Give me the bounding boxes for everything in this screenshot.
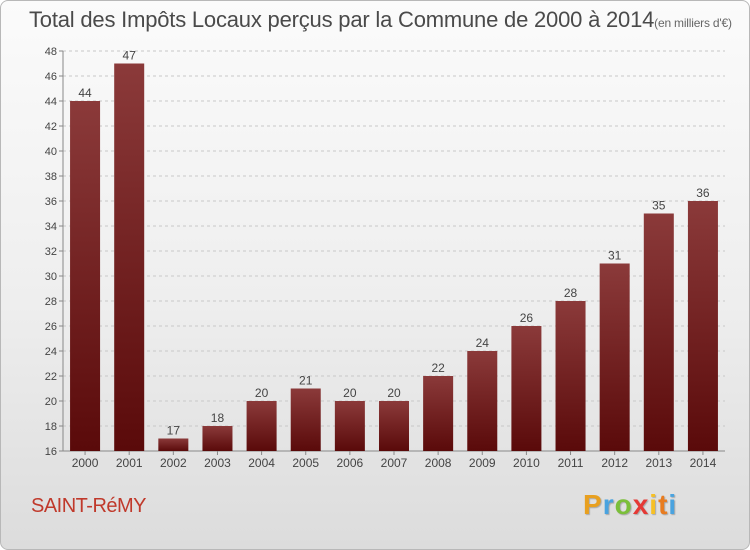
y-tick-label: 30 xyxy=(45,271,57,283)
y-tick-label: 40 xyxy=(45,146,57,158)
x-tick-label: 2005 xyxy=(292,456,319,470)
proxiti-logo: Proxiti xyxy=(583,489,677,521)
data-label: 20 xyxy=(255,386,269,400)
bar xyxy=(687,201,718,451)
x-tick-label: 2010 xyxy=(513,456,540,470)
commune-name: SAINT-RéMY xyxy=(31,495,147,517)
data-label: 35 xyxy=(652,199,666,213)
data-label: 44 xyxy=(78,86,92,100)
data-label: 20 xyxy=(387,386,401,400)
data-label: 28 xyxy=(564,286,578,300)
bar xyxy=(378,401,410,451)
y-tick-label: 18 xyxy=(45,421,57,433)
chart-title-text: Total des Impôts Locaux perçus par la Co… xyxy=(29,7,655,32)
bar xyxy=(599,263,630,451)
y-tick-label: 44 xyxy=(45,96,57,108)
bar xyxy=(643,213,674,451)
logo-letter: o xyxy=(614,489,633,520)
y-tick-label: 28 xyxy=(45,296,57,308)
data-label: 17 xyxy=(167,424,181,438)
bar xyxy=(246,401,277,451)
y-tick-label: 32 xyxy=(45,246,57,258)
y-tick-label: 42 xyxy=(45,121,57,133)
x-tick-label: 2007 xyxy=(381,456,408,470)
bar xyxy=(555,301,586,451)
bar xyxy=(423,376,454,451)
bar xyxy=(202,426,233,451)
bar xyxy=(467,351,498,451)
x-tick-label: 2006 xyxy=(337,456,364,470)
x-tick-label: 2013 xyxy=(645,456,672,470)
data-label: 36 xyxy=(696,186,710,200)
logo-letter: r xyxy=(602,489,615,520)
x-tick-label: 2011 xyxy=(558,456,584,470)
logo-letter: x xyxy=(632,489,650,520)
data-label: 47 xyxy=(123,49,137,63)
data-label: 20 xyxy=(343,386,357,400)
y-tick-label: 20 xyxy=(45,396,57,408)
chart-unit-note: (en milliers d'€) xyxy=(654,16,732,30)
y-tick-label: 26 xyxy=(45,321,57,333)
y-tick-label: 34 xyxy=(45,221,57,233)
y-tick-label: 22 xyxy=(45,371,57,383)
chart-title: Total des Impôts Locaux perçus par la Co… xyxy=(29,7,732,33)
x-tick-label: 2008 xyxy=(425,456,452,470)
bar xyxy=(158,438,189,451)
x-tick-label: 2003 xyxy=(204,456,231,470)
x-tick-label: 2001 xyxy=(116,456,143,470)
x-tick-label: 2012 xyxy=(601,456,628,470)
data-label: 22 xyxy=(431,361,445,375)
y-tick-label: 16 xyxy=(45,446,57,458)
x-tick-label: 2002 xyxy=(160,456,187,470)
y-tick-label: 36 xyxy=(45,196,57,208)
logo-letter: i xyxy=(649,489,659,520)
x-tick-label: 2014 xyxy=(690,456,717,470)
bar xyxy=(290,388,321,451)
x-tick-label: 2000 xyxy=(72,456,99,470)
logo-letter: P xyxy=(583,489,603,520)
logo-letter: t xyxy=(658,489,669,520)
x-tick-label: 2009 xyxy=(469,456,496,470)
logo-letter: i xyxy=(668,489,678,520)
y-tick-label: 46 xyxy=(45,71,57,83)
bar xyxy=(114,63,145,451)
bar xyxy=(70,101,101,451)
x-tick-label: 2004 xyxy=(248,456,275,470)
data-label: 31 xyxy=(608,249,622,263)
data-label: 24 xyxy=(476,336,490,350)
data-label: 18 xyxy=(211,411,225,425)
data-label: 26 xyxy=(520,311,534,325)
data-label: 21 xyxy=(299,374,313,388)
y-tick-label: 38 xyxy=(45,171,57,183)
y-tick-label: 48 xyxy=(45,46,57,58)
y-tick-label: 24 xyxy=(45,346,57,358)
bar xyxy=(334,401,365,451)
bar xyxy=(511,326,542,451)
